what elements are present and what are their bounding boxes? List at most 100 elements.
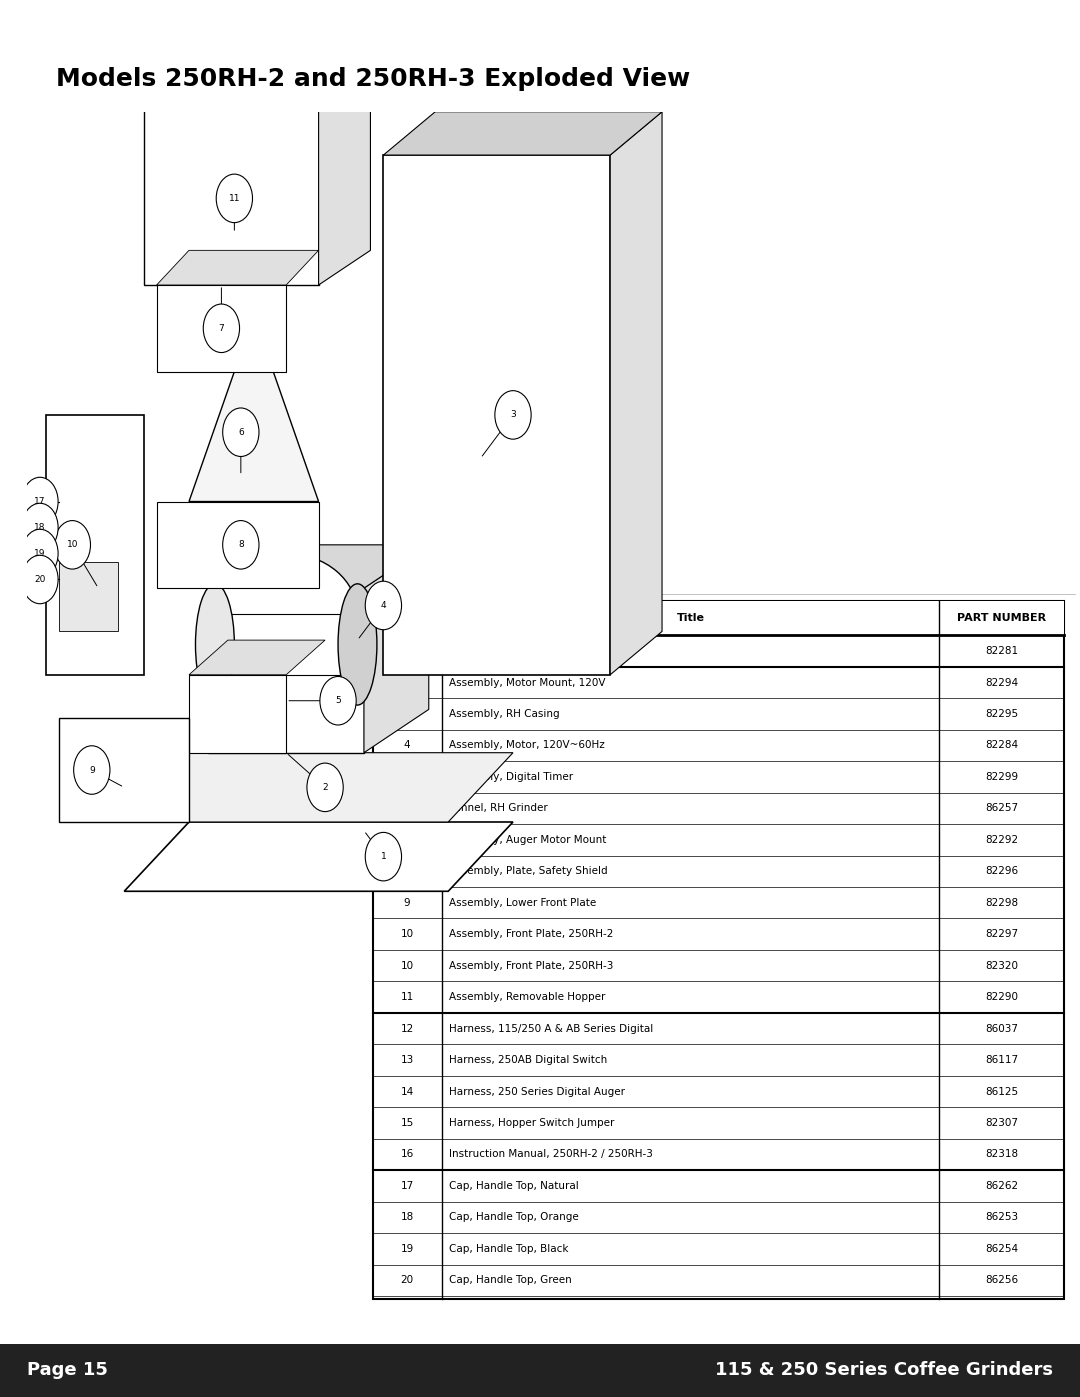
Text: 9: 9 [404,898,410,908]
Text: 17: 17 [35,497,45,506]
Text: Instruction Manual, 250RH-2 / 250RH-3: Instruction Manual, 250RH-2 / 250RH-3 [449,1150,653,1160]
Text: 4: 4 [404,740,410,750]
Text: 3: 3 [404,710,410,719]
Text: 86253: 86253 [985,1213,1018,1222]
Text: Harness, 250 Series Digital Auger: Harness, 250 Series Digital Auger [449,1087,625,1097]
Polygon shape [208,545,429,588]
Polygon shape [208,588,364,753]
Bar [373,601,1064,1299]
Bar [59,562,118,631]
Text: Assembly, Plate, Safety Shield: Assembly, Plate, Safety Shield [449,866,608,876]
Text: 82318: 82318 [985,1150,1018,1160]
Text: 17: 17 [401,1180,414,1190]
Polygon shape [157,502,319,588]
Text: 10: 10 [67,541,78,549]
Text: 82284: 82284 [985,740,1018,750]
Text: 1: 1 [404,645,410,657]
Text: Assembly, Motor Mount, 120V: Assembly, Motor Mount, 120V [449,678,606,687]
Polygon shape [610,112,662,675]
Text: 82290: 82290 [985,992,1018,1002]
Text: Harness, 115/250 A & AB Series Digital: Harness, 115/250 A & AB Series Digital [449,1024,653,1034]
Text: 86117: 86117 [985,1055,1018,1065]
Circle shape [307,763,343,812]
Polygon shape [157,285,286,372]
Bar [0,1344,1080,1397]
Text: 7: 7 [404,835,410,845]
Ellipse shape [215,553,357,675]
Text: 82298: 82298 [985,898,1018,908]
Text: 82294: 82294 [985,678,1018,687]
Text: 12: 12 [401,1024,414,1034]
Circle shape [203,305,240,352]
Circle shape [54,521,91,569]
Text: Cap, Handle Top, Green: Cap, Handle Top, Green [449,1275,572,1285]
Text: 86125: 86125 [985,1087,1018,1097]
Text: 20: 20 [401,1275,414,1285]
Text: 6: 6 [404,803,410,813]
Polygon shape [383,112,662,155]
Polygon shape [189,640,325,675]
Text: Harness, 250AB Digital Switch: Harness, 250AB Digital Switch [449,1055,608,1065]
Polygon shape [124,753,513,821]
Text: 10: 10 [401,929,414,939]
Text: 82320: 82320 [985,961,1018,971]
Circle shape [222,408,259,457]
Text: Assembly, Digital Timer: Assembly, Digital Timer [449,773,573,782]
Text: 1: 1 [380,852,387,861]
Text: PART NUMBER: PART NUMBER [957,613,1047,623]
Circle shape [73,746,110,795]
Text: 82299: 82299 [985,773,1018,782]
Text: 4: 4 [380,601,387,610]
Polygon shape [319,34,370,285]
Text: 16: 16 [401,1150,414,1160]
Text: 115 & 250 Series Coffee Grinders: 115 & 250 Series Coffee Grinders [715,1362,1053,1379]
Circle shape [365,833,402,882]
Text: 86257: 86257 [985,803,1018,813]
Text: Assembly, Base: Assembly, Base [449,645,531,657]
Text: 13: 13 [401,1055,414,1065]
Text: 11: 11 [229,194,240,203]
Polygon shape [189,675,286,753]
Text: Harness, Hopper Switch Jumper: Harness, Hopper Switch Jumper [449,1118,615,1127]
Text: 82295: 82295 [985,710,1018,719]
Ellipse shape [338,584,377,705]
Text: Cap, Handle Top, Natural: Cap, Handle Top, Natural [449,1180,579,1190]
Text: 8: 8 [238,541,244,549]
Text: Title: Title [676,613,704,623]
Text: 5: 5 [404,773,410,782]
Text: 6: 6 [238,427,244,437]
Circle shape [365,581,402,630]
Text: 82296: 82296 [985,866,1018,876]
Text: Assembly, Lower Front Plate: Assembly, Lower Front Plate [449,898,596,908]
Polygon shape [144,68,319,285]
Text: 18: 18 [35,522,45,532]
Text: Page 15: Page 15 [27,1362,108,1379]
Polygon shape [215,615,357,675]
Circle shape [222,521,259,569]
Bar [373,601,1064,636]
Text: Assembly, Removable Hopper: Assembly, Removable Hopper [449,992,606,1002]
Text: 11: 11 [401,992,414,1002]
Text: 86256: 86256 [985,1275,1018,1285]
Text: Assembly, Front Plate, 250RH-2: Assembly, Front Plate, 250RH-2 [449,929,613,939]
Text: 82292: 82292 [985,835,1018,845]
Circle shape [22,478,58,525]
Circle shape [495,391,531,439]
Text: 9: 9 [89,766,95,774]
Circle shape [22,555,58,604]
Text: 82281: 82281 [985,645,1018,657]
Text: 86254: 86254 [985,1243,1018,1255]
Circle shape [216,175,253,222]
Text: ITEM NO.: ITEM NO. [379,613,435,623]
Circle shape [22,529,58,578]
Text: 5: 5 [335,696,341,705]
Text: 7: 7 [218,324,225,332]
Text: 8: 8 [404,866,410,876]
Text: 82297: 82297 [985,929,1018,939]
Text: 18: 18 [401,1213,414,1222]
Text: 82307: 82307 [985,1118,1018,1127]
Text: Funnel, RH Grinder: Funnel, RH Grinder [449,803,549,813]
Text: Assembly, RH Casing: Assembly, RH Casing [449,710,561,719]
Text: 20: 20 [35,576,45,584]
Text: 2: 2 [322,782,328,792]
